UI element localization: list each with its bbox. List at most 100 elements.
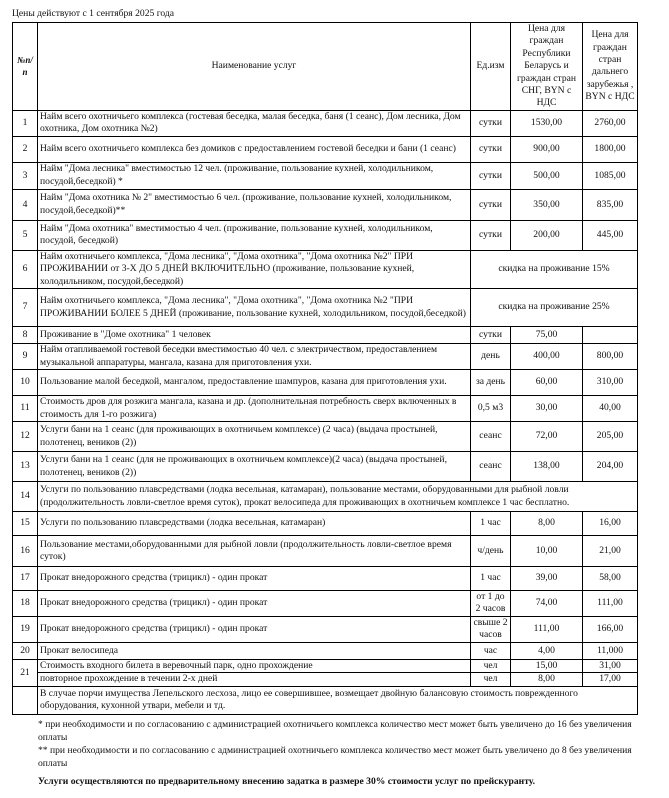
service-name: Услуги бани на 1 сеанс (для проживающих … bbox=[37, 421, 471, 453]
table-row: 1 Найм всего охотничьего комплекса (госте… bbox=[12, 109, 638, 137]
price-foreign: 2760,00 bbox=[582, 109, 638, 137]
price-local: 350,00 bbox=[510, 188, 583, 221]
table-row: В случае порчи имущества Лепельского лес… bbox=[12, 685, 638, 715]
price-local: 15,00 bbox=[510, 658, 583, 674]
price-foreign: 16,00 bbox=[582, 511, 638, 537]
table-header: №п/п Наименование услуг Ед.изм Цена для … bbox=[12, 22, 638, 111]
header-price-foreign: Цена для граждан стран дальнего зарубежь… bbox=[582, 22, 638, 111]
price-local: 400,00 bbox=[510, 343, 583, 371]
table-row: 10 Пользование малой беседкой, мангалом, … bbox=[12, 369, 638, 397]
service-name: В случае порчи имущества Лепельского лес… bbox=[37, 685, 638, 715]
unit: час bbox=[470, 641, 511, 660]
price-local: 72,00 bbox=[510, 421, 583, 453]
price-foreign: 58,00 bbox=[582, 566, 638, 592]
row-number: 8 bbox=[12, 326, 38, 345]
row-number: 13 bbox=[12, 451, 38, 483]
unit: сутки bbox=[470, 326, 511, 345]
service-name: Стоимость дров для розжига мангала, каза… bbox=[37, 395, 471, 423]
row-number: 12 bbox=[12, 421, 38, 453]
header-num: №п/п bbox=[12, 22, 38, 111]
table-row: 2 Найм всего охотничьего комплекса без до… bbox=[12, 135, 638, 163]
price-foreign: 1800,00 bbox=[582, 135, 638, 163]
unit: чел bbox=[470, 672, 511, 687]
table-row: 9 Найм отапливаемой гостевой беседки вмес… bbox=[12, 343, 638, 371]
table-row: повторное прохождение в течении 2-х дней… bbox=[13, 672, 638, 687]
service-name: Услуги по пользованию плавсредствами (ло… bbox=[37, 481, 638, 513]
price-foreign: 800,00 bbox=[582, 343, 638, 371]
table-row: 17 Прокат внедорожного средства (трицикл)… bbox=[12, 566, 638, 592]
price-foreign: 310,00 bbox=[582, 369, 638, 397]
unit: сутки bbox=[470, 188, 511, 221]
table-row: 16 Пользование местами,оборудованными для… bbox=[12, 535, 638, 568]
unit: сеанс bbox=[470, 421, 511, 453]
price-foreign: 11,000 bbox=[582, 641, 638, 660]
header-name: Наименование услуг bbox=[37, 22, 471, 111]
deposit-note: Услуги осуществляются по предварительном… bbox=[38, 775, 536, 787]
service-name: Услуги бани на 1 сеанс (для не проживающ… bbox=[37, 451, 471, 483]
table-row: 15 Услуги по пользованию плавсредствами (… bbox=[12, 511, 638, 537]
row-number: 21 bbox=[12, 658, 38, 687]
service-name: Найм отапливаемой гостевой беседки вмест… bbox=[37, 343, 471, 371]
row-number: 15 bbox=[12, 511, 38, 537]
table-row: 4 Найм "Дома охотника № 2" вместимостью 6… bbox=[12, 188, 638, 221]
unit: день bbox=[470, 343, 511, 371]
row-number: 17 bbox=[12, 566, 38, 592]
price-foreign: 835,00 bbox=[582, 188, 638, 221]
price-foreign: 204,00 bbox=[582, 451, 638, 483]
price-local: 138,00 bbox=[510, 451, 583, 483]
price-local: 8,00 bbox=[510, 511, 583, 537]
price-foreign: 1085,00 bbox=[582, 161, 638, 190]
unit: от 1 до 2 часов bbox=[470, 590, 511, 617]
unit: сутки bbox=[470, 135, 511, 163]
price-local: 30,00 bbox=[510, 395, 583, 423]
service-name: Найм всего охотничьего комплекса без дом… bbox=[37, 135, 471, 163]
table-row: 7 Найм охотничьего комплекса, "Дома лесни… bbox=[12, 288, 638, 328]
row-number: 7 bbox=[12, 288, 38, 328]
price-local: 10,00 bbox=[510, 535, 583, 568]
service-name: Услуги по пользованию плавсредствами (ло… bbox=[37, 511, 471, 537]
price-local: 60,00 bbox=[510, 369, 583, 397]
price-foreign bbox=[582, 326, 638, 345]
price-foreign: 40,00 bbox=[582, 395, 638, 423]
table-row: 8 Проживание в "Доме охотника" 1 человек с… bbox=[12, 326, 638, 345]
price-local: 900,00 bbox=[510, 135, 583, 163]
row-number: 2 bbox=[12, 135, 38, 163]
row-number: 19 bbox=[12, 615, 38, 643]
service-name: Найм "Дома охотника № 2" вместимостью 6 … bbox=[37, 188, 471, 221]
unit: 0,5 м3 bbox=[470, 395, 511, 423]
row-number: 14 bbox=[12, 481, 38, 513]
service-name: Прокат внедорожного средства (трицикл) -… bbox=[37, 590, 471, 617]
service-name: Найм всего охотничьего комплекса (гостев… bbox=[37, 109, 471, 137]
unit: сутки bbox=[470, 161, 511, 190]
price-foreign: 31,00 bbox=[582, 658, 638, 674]
service-name: Проживание в "Доме охотника" 1 человек bbox=[37, 326, 471, 345]
price-foreign: 445,00 bbox=[582, 219, 638, 251]
unit: свыше 2 часов bbox=[470, 615, 511, 643]
document: Цены действуют с 1 сентября 2025 года №п… bbox=[12, 8, 638, 787]
price-local: 111,00 bbox=[510, 615, 583, 643]
row-number: 5 bbox=[12, 219, 38, 251]
price-local: 8,00 bbox=[510, 672, 583, 687]
header-unit: Ед.изм bbox=[470, 22, 511, 111]
unit: сутки bbox=[470, 109, 511, 137]
price-local: 39,00 bbox=[510, 566, 583, 592]
price-local: 4,00 bbox=[510, 641, 583, 660]
row-number: 20 bbox=[12, 641, 38, 660]
table-row: 5 Найм "Дома охотника" вместимостью 4 чел… bbox=[12, 219, 638, 251]
discount-note: скидка на проживание 15% bbox=[470, 249, 638, 290]
unit: сутки bbox=[470, 219, 511, 251]
header-price-local: Цена для граждан Республики Беларусь и г… bbox=[510, 22, 583, 111]
service-name: Пользование малой беседкой, мангалом, пр… bbox=[37, 369, 471, 397]
unit: сеанс bbox=[470, 451, 511, 483]
price-foreign: 166,00 bbox=[582, 615, 638, 643]
service-name: Найм "Дома лесника" вместимостью 12 чел.… bbox=[37, 161, 471, 190]
row-number: 9 bbox=[12, 343, 38, 371]
row-number: 10 bbox=[12, 369, 38, 397]
row-number: 18 bbox=[12, 590, 38, 617]
table-row: 18 Прокат внедорожного средства (трицикл)… bbox=[12, 590, 638, 617]
table-row: 19 Прокат внедорожного средства (трицикл)… bbox=[12, 615, 638, 643]
table-row: 6 Найм охотничьего комплекса, "Дома лесни… bbox=[12, 249, 638, 290]
service-name: Стоимость входного билета в веревочный п… bbox=[37, 658, 471, 674]
row-number: 4 bbox=[12, 188, 38, 221]
service-name: Найм "Дома охотника" вместимостью 4 чел.… bbox=[37, 219, 471, 251]
